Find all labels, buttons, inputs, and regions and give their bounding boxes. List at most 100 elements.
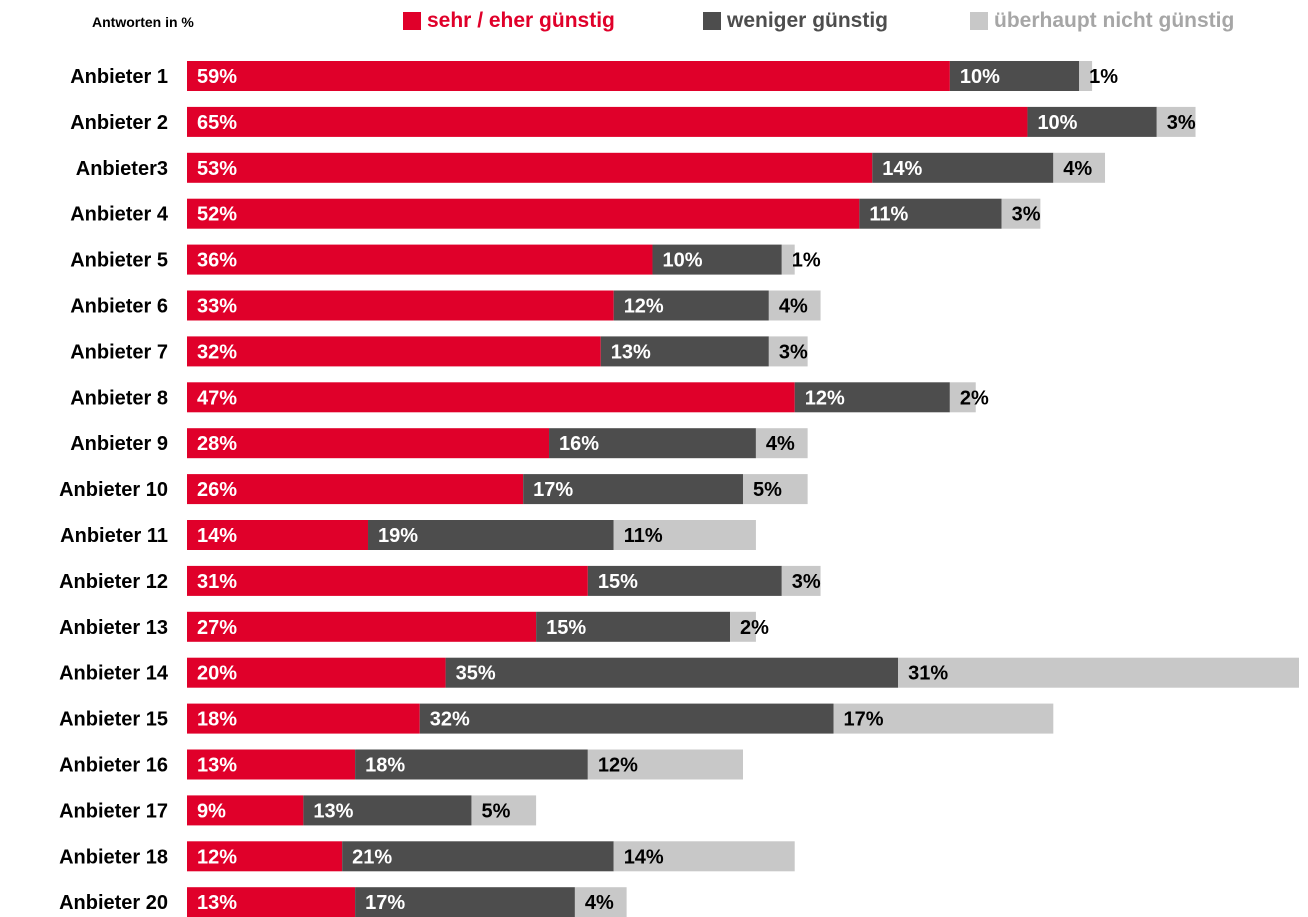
bar-segment — [187, 887, 356, 917]
bar-segment — [1053, 152, 1106, 183]
data-label: 15% — [598, 571, 638, 593]
bar-segment — [187, 244, 653, 275]
bar-segment — [613, 841, 795, 872]
category-label: Anbieter 7 — [70, 341, 168, 363]
data-label: 3% — [792, 571, 821, 593]
bar-segment — [187, 106, 1028, 137]
legend-item-3: überhaupt nicht günstig — [970, 9, 1234, 33]
data-label: 11% — [624, 525, 663, 547]
category-label: Anbieter 8 — [70, 387, 168, 409]
bar-segment — [303, 795, 472, 826]
data-label: 35% — [456, 663, 496, 685]
data-label: 2% — [740, 617, 769, 639]
data-label: 4% — [1063, 158, 1092, 180]
data-label: 14% — [882, 158, 922, 180]
bar-segment — [652, 244, 782, 275]
bar-row: Anbieter 10 26% 17% 5% — [59, 474, 808, 505]
bar-row: Anbieter 1 59% 10% 1% — [70, 61, 1118, 91]
legend-label-3: überhaupt nicht günstig — [994, 9, 1235, 32]
category-label: Anbieter3 — [76, 158, 168, 180]
legend-label-2: weniger günstig — [727, 9, 889, 32]
legend-item-1: sehr / eher günstig — [403, 9, 615, 33]
bar-segment — [949, 61, 1080, 91]
bar-segment — [187, 749, 356, 780]
data-label: 32% — [197, 341, 237, 363]
data-label: 12% — [624, 296, 664, 318]
bar-segment — [781, 565, 821, 596]
bar-segment — [600, 336, 769, 367]
data-label: 59% — [197, 66, 237, 88]
bar-segment — [368, 520, 614, 550]
category-label: Anbieter 13 — [59, 617, 168, 639]
unit-label: Antworten in % — [92, 14, 194, 30]
bar-segment — [1156, 106, 1196, 137]
bar-segment — [419, 703, 834, 734]
data-label: 17% — [844, 709, 884, 731]
category-label: Anbieter 16 — [59, 755, 168, 777]
data-label: 33% — [197, 296, 237, 318]
bar-row: Anbieter 18 12% 21% 14% — [59, 841, 795, 872]
bar-segment — [742, 474, 808, 505]
data-label: 17% — [533, 479, 573, 501]
data-label: 3% — [779, 341, 808, 363]
data-label: 13% — [611, 341, 651, 363]
bar-segment — [587, 565, 782, 596]
category-label: Anbieter 11 — [60, 525, 168, 547]
bar-segment — [355, 749, 588, 780]
data-label: 11% — [869, 204, 908, 226]
data-label: 12% — [598, 755, 638, 777]
data-label: 12% — [805, 387, 845, 409]
bar-row: Anbieter 2 65% 10% 3% — [70, 106, 1196, 137]
bar-segment — [613, 520, 756, 550]
bar-row: Anbieter 15 18% 32% 17% — [59, 703, 1054, 734]
data-label: 32% — [430, 709, 470, 731]
data-label: 14% — [624, 846, 664, 868]
data-label: 47% — [197, 387, 237, 409]
data-label: 12% — [197, 846, 237, 868]
data-label: 27% — [197, 617, 237, 639]
bar-segment — [781, 244, 795, 275]
bar-row: Anbieter 14 20% 35% 31% — [59, 657, 1299, 688]
bar-segment — [187, 520, 369, 550]
legend-swatch-2 — [703, 12, 721, 30]
data-label: 9% — [197, 800, 226, 822]
bar-segment — [755, 428, 808, 459]
data-label: 17% — [365, 892, 405, 914]
bar-row: Anbieter 20 13% 17% 4% — [59, 887, 627, 917]
bar-segment — [187, 336, 601, 367]
category-label: Anbieter 14 — [59, 663, 169, 685]
legend-label-1: sehr / eher günstig — [427, 9, 615, 32]
bar-segment — [794, 382, 950, 413]
data-label: 52% — [197, 204, 237, 226]
category-label: Anbieter 18 — [59, 846, 168, 868]
bar-segment — [859, 198, 1002, 229]
data-label: 1% — [1089, 66, 1118, 88]
data-label: 21% — [352, 846, 392, 868]
data-label: 53% — [197, 158, 237, 180]
data-label: 3% — [1167, 112, 1196, 134]
bar-row: Anbieter3 53% 14% 4% — [76, 152, 1106, 183]
data-label: 4% — [779, 296, 808, 318]
data-label: 5% — [481, 800, 510, 822]
bar-segment — [187, 474, 524, 505]
category-label: Anbieter 20 — [59, 892, 168, 914]
bar-segment — [898, 657, 1299, 688]
bar-segment — [613, 290, 769, 321]
legend-swatch-1 — [403, 12, 421, 30]
bar-segment — [187, 152, 873, 183]
bar-segment — [187, 61, 950, 91]
data-label: 18% — [365, 755, 405, 777]
bar-segment — [187, 290, 614, 321]
data-label: 10% — [1037, 112, 1077, 134]
data-label: 13% — [197, 892, 237, 914]
bar-segment — [187, 382, 795, 413]
data-label: 36% — [197, 250, 237, 272]
bar-segment — [1079, 61, 1093, 91]
bar-segment — [1001, 198, 1041, 229]
bar-segment — [523, 474, 743, 505]
data-label: 13% — [197, 755, 237, 777]
bar-segment — [730, 611, 756, 642]
data-label: 20% — [197, 663, 237, 685]
bar-segment — [187, 428, 550, 459]
data-label: 3% — [1012, 204, 1041, 226]
